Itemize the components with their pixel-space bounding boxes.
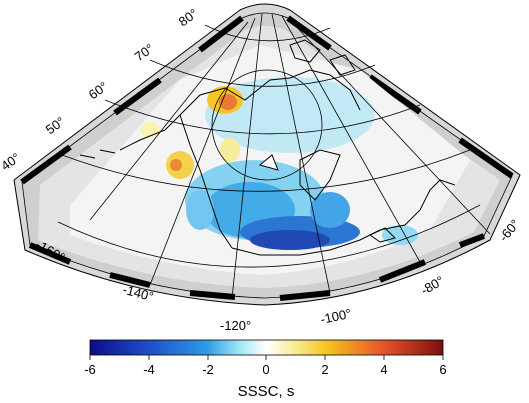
lon-label-m60: -60° [496, 216, 523, 244]
colorbar-tick-2: 2 [321, 362, 328, 377]
colorbar-title: SSSC, s [238, 383, 295, 400]
lon-label-m80: -80° [418, 273, 446, 298]
coastlines [79, 39, 456, 256]
colorbar: -6 -4 -2 0 2 4 6 SSSC, s [84, 339, 447, 400]
lat-label-80: 80° [176, 6, 201, 30]
sssc-field [140, 77, 418, 250]
lon-label-m120: -120° [220, 318, 251, 333]
colorbar-ramp [89, 339, 444, 356]
lat-label-60: 60° [86, 79, 111, 103]
lon-label-m100: -100° [319, 306, 353, 327]
graticule [57, 13, 491, 299]
colorbar-tick-6: 6 [439, 362, 446, 377]
lat-label-50: 50° [43, 114, 68, 138]
colorbar-tick-0: 0 [262, 362, 269, 377]
colorbar-tick-m4: -4 [143, 362, 155, 377]
lat-label-70: 70° [132, 41, 157, 65]
colorbar-tick-m6: -6 [84, 362, 96, 377]
lat-label-40: 40° [0, 150, 23, 174]
colorbar-tick-m2: -2 [202, 362, 214, 377]
colorbar-tick-4: 4 [380, 362, 387, 377]
